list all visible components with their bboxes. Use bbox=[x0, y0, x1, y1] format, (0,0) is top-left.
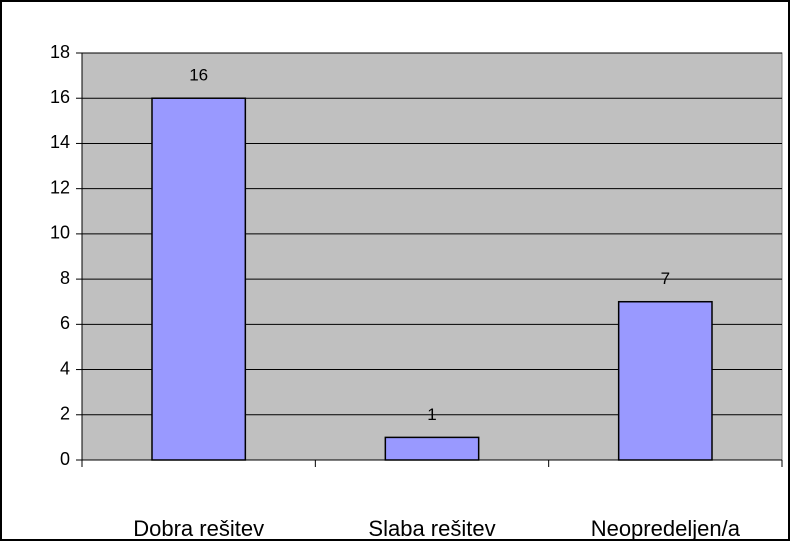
y-tick-label: 6 bbox=[60, 313, 70, 333]
bar bbox=[384, 436, 480, 461]
y-tick-label: 8 bbox=[60, 268, 70, 288]
y-tick-label: 10 bbox=[50, 223, 70, 243]
bar bbox=[617, 300, 713, 461]
y-tick-label: 12 bbox=[50, 177, 70, 197]
y-tick-label: 4 bbox=[60, 358, 70, 378]
y-tick-label: 18 bbox=[50, 42, 70, 62]
y-tick-label: 2 bbox=[60, 404, 70, 424]
x-tick-label: Neopredeljen/a bbox=[591, 516, 741, 541]
bar bbox=[151, 97, 247, 461]
x-tick-label: Slaba rešitev bbox=[368, 516, 495, 541]
data-label: 7 bbox=[661, 269, 670, 288]
y-tick-label: 14 bbox=[50, 132, 70, 152]
data-label: 1 bbox=[427, 405, 436, 424]
data-label: 16 bbox=[189, 66, 208, 85]
y-tick-label: 16 bbox=[50, 87, 70, 107]
y-tick-label: 0 bbox=[60, 449, 70, 469]
x-tick-label: Dobra rešitev bbox=[133, 516, 264, 541]
